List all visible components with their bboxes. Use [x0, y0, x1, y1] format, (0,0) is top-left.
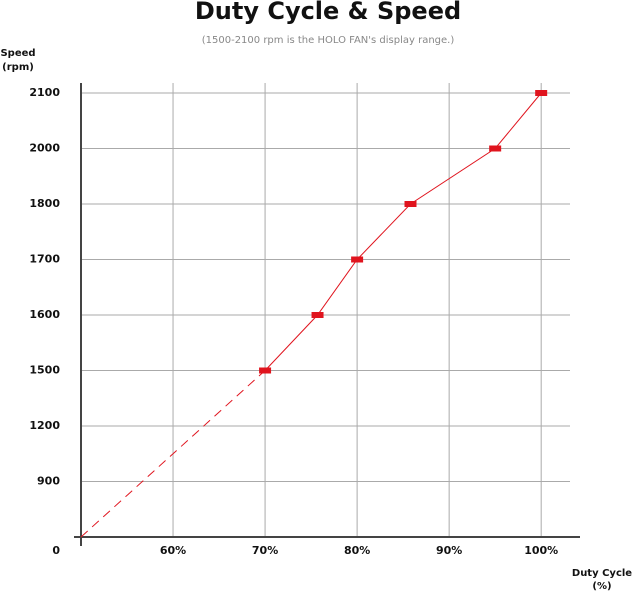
y-axis-label: (rpm) [2, 62, 34, 73]
y-tick-label: 1200 [29, 419, 60, 432]
x-tick-label: 90% [436, 544, 462, 557]
x-tick-label: 80% [344, 544, 370, 557]
chart-subtitle: (1500-2100 rpm is the HOLO FAN's display… [202, 35, 455, 46]
chart-title: Duty Cycle & Speed [195, 0, 461, 25]
x-axis-label: Duty Cycle [572, 568, 632, 579]
y-tick-label: 0 [52, 544, 60, 557]
y-tick-label: 2000 [29, 142, 60, 155]
y-tick-label: 2100 [29, 86, 60, 99]
x-axis-label: (%) [592, 581, 611, 592]
y-tick-label: 1600 [29, 308, 60, 321]
extrapolation-line [80, 370, 266, 538]
data-marker [351, 256, 364, 263]
data-marker [404, 201, 417, 207]
x-tick-label: 70% [252, 544, 278, 557]
x-tick-label: 60% [160, 544, 186, 557]
data-marker [311, 312, 324, 318]
data-marker [259, 367, 272, 374]
x-tick-label: 100% [524, 544, 558, 557]
y-tick-label: 900 [37, 475, 60, 488]
data-marker [489, 145, 502, 152]
data-marker [535, 90, 548, 96]
y-tick-label: 1700 [29, 253, 60, 266]
data-line [264, 92, 542, 371]
y-axis-label: Speed [0, 48, 35, 59]
y-tick-label: 1500 [29, 364, 60, 377]
y-tick-label: 1800 [29, 197, 60, 210]
